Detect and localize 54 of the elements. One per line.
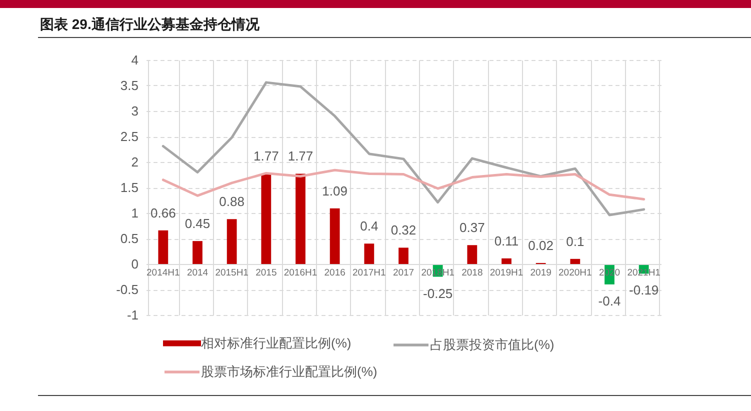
y-tick-label: 1	[131, 206, 138, 220]
x-tick-label: 2014H1	[146, 268, 180, 278]
bar	[467, 245, 478, 264]
x-tick-label: 2020H1	[558, 268, 592, 278]
data-label: 1.77	[254, 148, 279, 164]
x-tick-label: 2015H1	[215, 268, 248, 278]
y-tick-label: 4	[131, 52, 138, 68]
x-tick-label: 2016	[324, 268, 346, 278]
x-tick-label: 2019H1	[490, 268, 524, 278]
bar	[502, 258, 512, 264]
y-tick-label: 0	[131, 256, 138, 272]
y-tick-label: -1	[126, 308, 138, 322]
bar	[330, 208, 340, 264]
y-tick-label: 2.5	[120, 129, 138, 144]
y-tick-label: 3.5	[120, 78, 138, 93]
x-tick-label: 2014	[186, 268, 208, 278]
data-label: 0.02	[528, 238, 554, 253]
data-label: 0.88	[219, 194, 244, 210]
bar	[570, 258, 580, 264]
bar	[226, 219, 237, 264]
data-label: 0.1	[566, 234, 584, 249]
x-tick-label: 2015	[256, 268, 277, 278]
data-label: -0.25	[423, 286, 453, 301]
legend-label: 相对标准行业配置比例(%)	[201, 335, 352, 350]
x-tick-label: 2016H1	[284, 268, 318, 278]
bar	[364, 244, 374, 264]
x-tick-label: 2019	[530, 268, 552, 278]
data-label: 1.77	[288, 148, 314, 164]
x-tick-label: 2018	[462, 268, 483, 278]
bar	[398, 248, 408, 264]
bar	[192, 241, 202, 264]
bar	[261, 174, 272, 264]
data-label: 1.09	[322, 183, 348, 198]
bar	[158, 230, 168, 264]
data-label: 0.66	[150, 205, 176, 220]
y-tick-label: 0.5	[120, 231, 138, 246]
data-label: 0.37	[460, 220, 485, 236]
data-label: -0.19	[629, 282, 659, 298]
legend-label: 占股票投资市值比(%)	[430, 337, 554, 352]
chart-title: 图表 29.通信行业公募基金持仓情况	[40, 16, 260, 32]
y-tick-label: 2	[131, 154, 138, 170]
data-label: -0.4	[598, 293, 621, 308]
x-tick-label: 2017H1	[352, 268, 386, 278]
y-tick-label: 3	[131, 104, 138, 118]
data-label: 0.4	[360, 218, 378, 234]
data-label: 0.32	[390, 222, 416, 238]
bar	[296, 174, 306, 264]
x-tick-label: 2021H1	[627, 268, 660, 278]
data-label: 0.45	[184, 216, 210, 232]
y-tick-label: -0.5	[116, 282, 138, 297]
legend-label: 股票市场标准行业配置比例(%)	[201, 364, 378, 379]
x-tick-label: 2017	[392, 268, 414, 278]
y-tick-label: 1.5	[120, 180, 138, 195]
data-label: 0.11	[494, 233, 519, 248]
